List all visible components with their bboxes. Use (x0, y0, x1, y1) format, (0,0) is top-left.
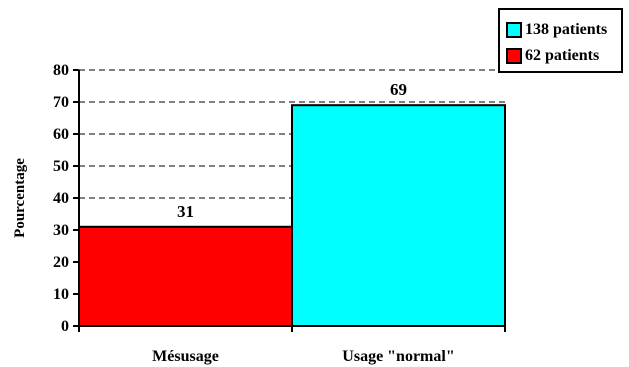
y-axis-label: Pourcentage (12, 158, 28, 238)
y-tick-label-60: 60 (53, 126, 69, 143)
y-tick-label-50: 50 (53, 158, 69, 175)
y-tick-label-80: 80 (53, 62, 69, 79)
y-tick-label-10: 10 (53, 286, 69, 303)
data-label-1: 69 (390, 80, 407, 99)
category-labels: Mésusage Usage "normal" (152, 348, 455, 365)
y-tick-label-70: 70 (53, 94, 69, 111)
category-label-0: Mésusage (152, 348, 219, 365)
axes (73, 69, 506, 332)
y-tick-label-30: 30 (53, 222, 69, 239)
data-labels: 31 69 (177, 80, 407, 221)
bar-0 (78, 225, 293, 327)
data-label-0: 31 (177, 202, 194, 221)
y-tick-label-40: 40 (53, 190, 69, 207)
bars (78, 104, 506, 327)
legend-swatch-cyan (506, 22, 522, 38)
y-tick-label-20: 20 (53, 254, 69, 271)
legend-item-62-patients: 62 patients (506, 46, 599, 66)
category-label-1: Usage "normal" (342, 348, 454, 365)
y-tick-label-0: 0 (61, 318, 69, 335)
bar-1 (291, 104, 506, 327)
legend-swatch-red (506, 48, 522, 64)
legend: 138 patients 62 patients (498, 8, 623, 73)
legend-label: 62 patients (525, 47, 600, 64)
y-tick-labels: 0 10 20 30 40 50 60 70 80 (53, 62, 69, 335)
legend-item-138-patients: 138 patients (506, 20, 607, 40)
legend-label: 138 patients (525, 21, 608, 38)
